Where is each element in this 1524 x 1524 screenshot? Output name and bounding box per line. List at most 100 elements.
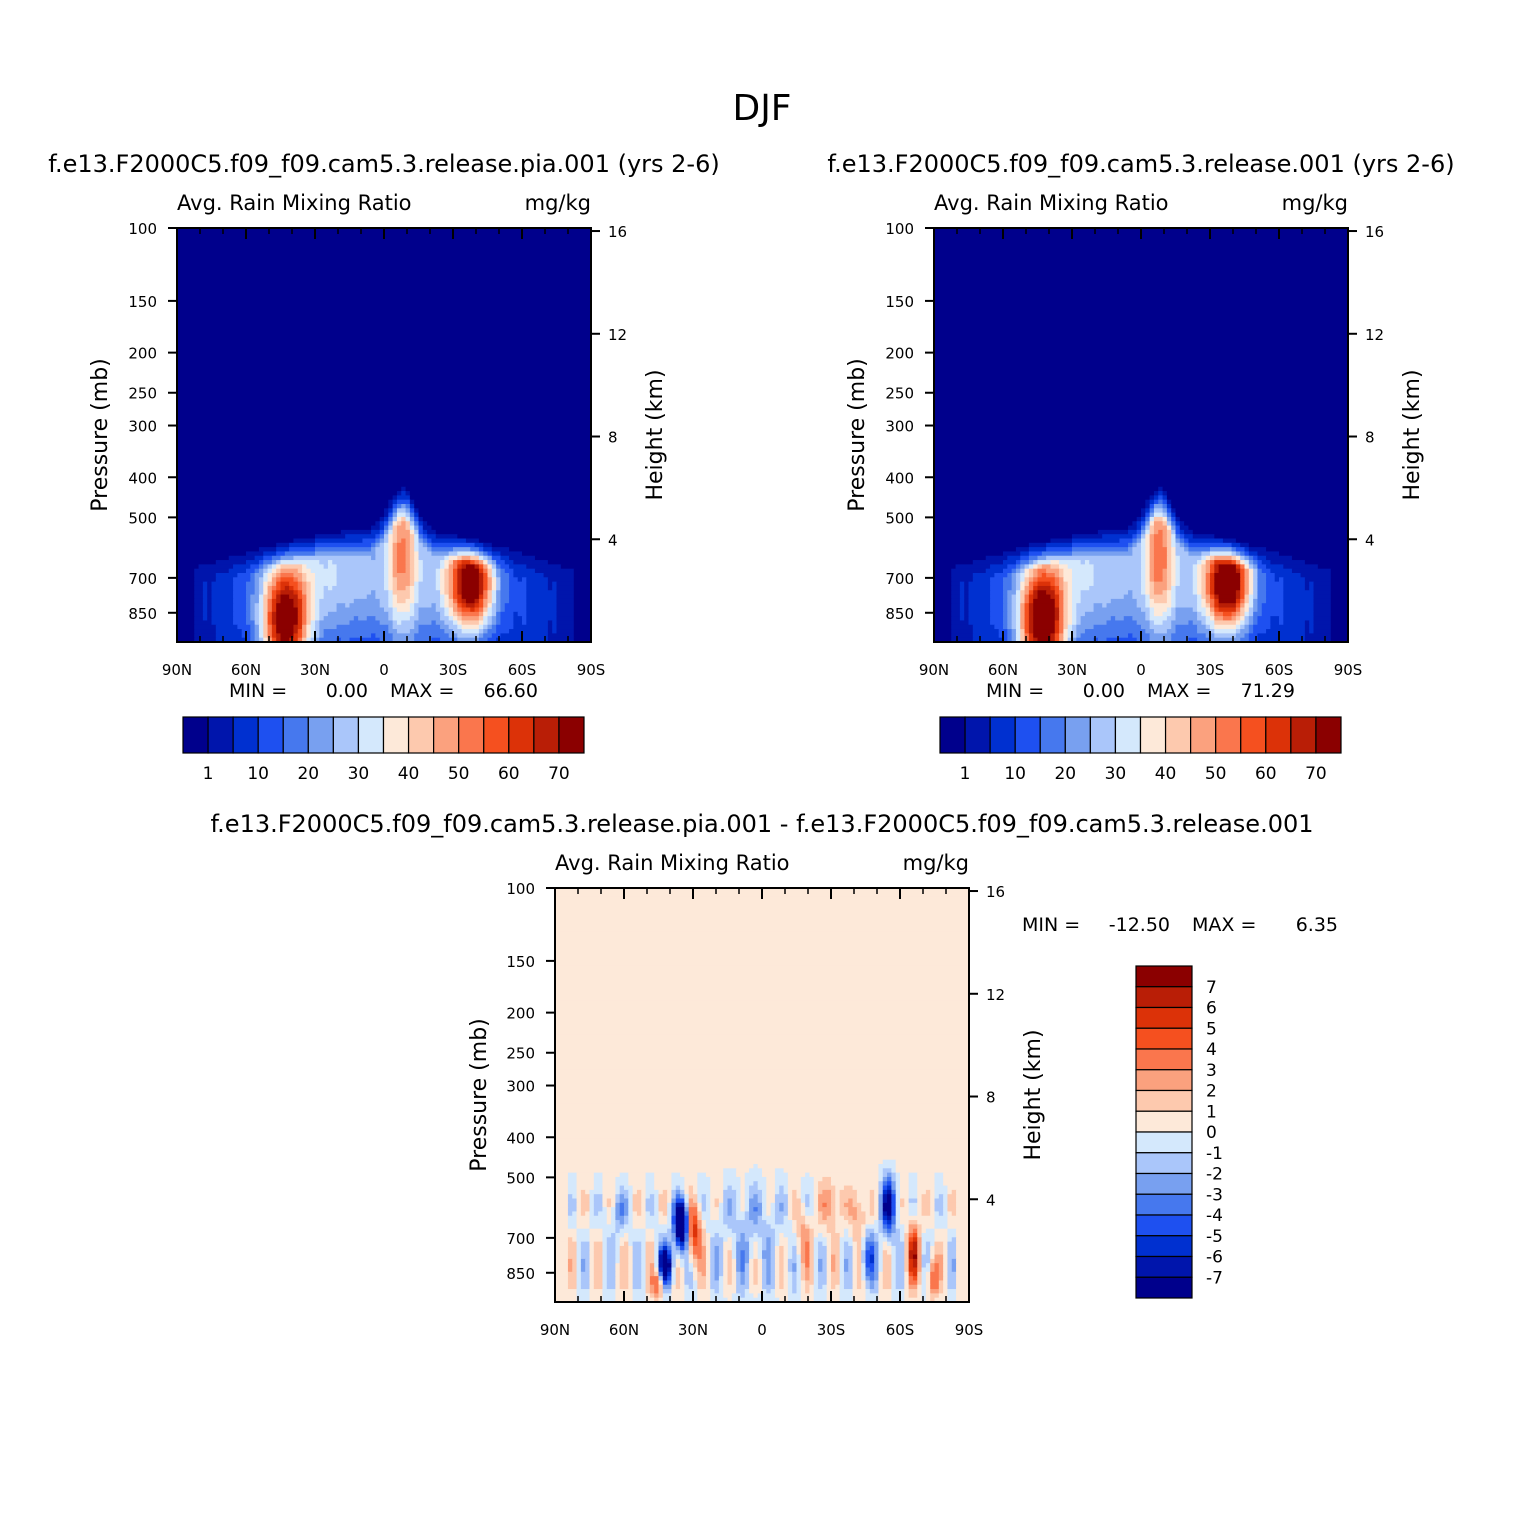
field-cell bbox=[1067, 590, 1073, 596]
field-cell bbox=[667, 1276, 673, 1282]
field-cell bbox=[567, 1194, 573, 1200]
field-cell bbox=[448, 551, 458, 557]
field-cell bbox=[697, 1207, 703, 1213]
field-cell bbox=[813, 1271, 819, 1277]
field-cell bbox=[392, 555, 398, 561]
field-cell bbox=[422, 521, 428, 527]
field-cell bbox=[177, 585, 195, 591]
field-cell bbox=[1028, 616, 1034, 622]
field-cell bbox=[418, 581, 437, 587]
field-cell bbox=[297, 577, 303, 583]
field-cell bbox=[1080, 590, 1129, 596]
field-cell bbox=[267, 590, 273, 596]
field-cell bbox=[632, 1220, 647, 1225]
field-cell bbox=[177, 413, 591, 419]
field-cell bbox=[628, 1237, 647, 1243]
field-cell bbox=[332, 585, 385, 591]
field-cell bbox=[392, 590, 411, 596]
field-cell bbox=[207, 603, 213, 609]
field-cell bbox=[323, 633, 372, 639]
field-cell bbox=[882, 1245, 892, 1251]
field-cell bbox=[869, 1202, 875, 1208]
field-cell bbox=[1059, 581, 1064, 587]
field-cell bbox=[762, 1258, 767, 1264]
field-cell bbox=[556, 585, 575, 591]
field-cell bbox=[589, 1194, 595, 1200]
field-cell bbox=[1050, 564, 1060, 570]
field-cell bbox=[409, 555, 415, 561]
field-cell bbox=[384, 512, 389, 518]
field-cell bbox=[624, 1224, 634, 1230]
field-cell bbox=[878, 1293, 892, 1299]
field-cell bbox=[593, 1198, 604, 1204]
field-cell bbox=[835, 1263, 841, 1269]
field-cell bbox=[895, 1159, 969, 1165]
field-cell bbox=[1059, 594, 1064, 600]
field-cell bbox=[401, 516, 407, 522]
field-cell bbox=[1145, 560, 1151, 565]
field-cell bbox=[710, 1263, 716, 1269]
x-tick-label: 90N bbox=[162, 661, 192, 679]
field-cell bbox=[1205, 555, 1211, 561]
field-cell bbox=[504, 568, 514, 574]
field-cell bbox=[194, 607, 204, 613]
field-cell bbox=[254, 611, 260, 617]
field-cell bbox=[580, 1207, 591, 1213]
field-cell bbox=[457, 598, 463, 604]
field-cell bbox=[1007, 616, 1013, 622]
field-cell bbox=[688, 1250, 694, 1256]
field-cell bbox=[688, 1263, 694, 1269]
field-cell bbox=[701, 1254, 707, 1260]
field-cell bbox=[1235, 607, 1241, 613]
colorbar-label: -4 bbox=[1206, 1206, 1223, 1226]
field-cell bbox=[547, 620, 553, 626]
field-cell bbox=[774, 1233, 780, 1238]
field-cell bbox=[934, 279, 1348, 285]
field-cell bbox=[1007, 637, 1013, 642]
field-cell bbox=[453, 611, 458, 617]
field-cell bbox=[1179, 568, 1194, 574]
field-cell bbox=[990, 611, 1004, 617]
field-cell bbox=[1076, 624, 1095, 630]
field-cell bbox=[491, 598, 497, 604]
field-cell bbox=[547, 633, 575, 639]
field-cell bbox=[908, 1228, 914, 1234]
field-cell bbox=[276, 560, 282, 565]
field-cell bbox=[440, 573, 445, 578]
field-cell bbox=[448, 585, 454, 591]
field-cell bbox=[744, 1233, 754, 1238]
field-cell bbox=[1166, 551, 1172, 557]
field-cell bbox=[671, 1267, 677, 1273]
field-cell bbox=[177, 435, 591, 440]
field-cell bbox=[513, 620, 523, 626]
field-cell bbox=[453, 581, 458, 587]
field-cell bbox=[263, 590, 269, 596]
field-cell bbox=[645, 1267, 651, 1273]
field-cell bbox=[792, 1207, 802, 1213]
field-cell bbox=[1158, 491, 1164, 496]
field-cell bbox=[831, 1241, 841, 1247]
field-cell bbox=[379, 534, 385, 540]
field-cell bbox=[572, 1194, 578, 1200]
field-cell bbox=[693, 1276, 698, 1282]
field-cell bbox=[774, 1172, 789, 1178]
field-cell bbox=[228, 568, 247, 574]
field-cell bbox=[1235, 629, 1241, 634]
field-cell bbox=[887, 1176, 892, 1182]
field-cell bbox=[384, 585, 389, 591]
field-cell bbox=[1188, 525, 1348, 531]
field-cell bbox=[1330, 624, 1348, 630]
field-cell bbox=[1283, 590, 1315, 596]
field-cell bbox=[718, 1215, 724, 1221]
field-cell bbox=[1205, 611, 1211, 617]
field-cell bbox=[723, 1207, 729, 1213]
field-cell bbox=[1028, 603, 1034, 609]
field-cell bbox=[293, 629, 299, 634]
field-cell bbox=[409, 577, 415, 583]
field-cell bbox=[904, 1271, 910, 1277]
field-cell bbox=[319, 629, 325, 634]
field-cell bbox=[848, 1241, 854, 1247]
field-cell bbox=[1171, 573, 1177, 578]
field-cell bbox=[556, 611, 575, 617]
field-cell bbox=[1235, 633, 1246, 639]
